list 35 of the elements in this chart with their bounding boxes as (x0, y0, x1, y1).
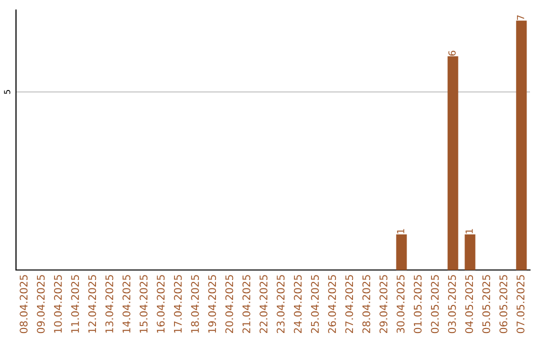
x-tick-label: 10.04.2025 (54, 275, 62, 333)
x-tick-label: 11.04.2025 (71, 275, 79, 333)
x-tick-label: 07.05.2025 (516, 275, 524, 334)
x-tick-label: 24.04.2025 (294, 275, 302, 334)
x-tick-label: 30.04.2025 (396, 275, 405, 334)
x-tick-label: 15.04.2025 (140, 275, 148, 333)
x-tick-label: 12.04.2025 (88, 275, 96, 333)
data-label: 1 (466, 229, 473, 234)
x-tick-label: 13.04.2025 (105, 275, 114, 333)
x-tick-label: 01.05.2025 (414, 275, 422, 334)
x-tick-label: 25.04.2025 (310, 275, 319, 334)
x-tick-label: 16.04.2025 (156, 275, 165, 333)
x-tick-label: 20.04.2025 (225, 275, 234, 334)
data-label: 1 (397, 229, 404, 234)
x-tick-label: 18.04.2025 (191, 275, 199, 333)
x-tick-label: 14.04.2025 (122, 275, 130, 333)
x-tick-label: 29.04.2025 (380, 275, 388, 334)
x-tick-label: 03.05.2025 (448, 275, 456, 334)
ref-line-label: 5 (4, 90, 10, 94)
x-tick-label: 27.04.2025 (345, 275, 354, 334)
data-label: 7 (517, 15, 524, 20)
x-tick-label: 06.05.2025 (499, 275, 508, 334)
x-tick-label: 04.05.2025 (465, 275, 474, 334)
x-tick-label: 28.04.2025 (362, 275, 370, 334)
x-tick-label: 09.04.2025 (36, 275, 45, 334)
data-label: 6 (448, 50, 456, 56)
x-tick-label: 02.05.2025 (430, 275, 439, 334)
x-tick-label: 05.05.2025 (482, 275, 490, 334)
x-tick-label: 21.04.2025 (242, 275, 250, 334)
x-tick-label: 08.04.2025 (20, 275, 28, 334)
x-tick-label: 23.04.2025 (276, 275, 285, 334)
x-tick-label: 22.04.2025 (260, 275, 268, 334)
x-tick-label: 26.04.2025 (328, 275, 336, 334)
x-tick-label: 17.04.2025 (174, 275, 182, 333)
x-tick-label: 19.04.2025 (208, 275, 216, 333)
